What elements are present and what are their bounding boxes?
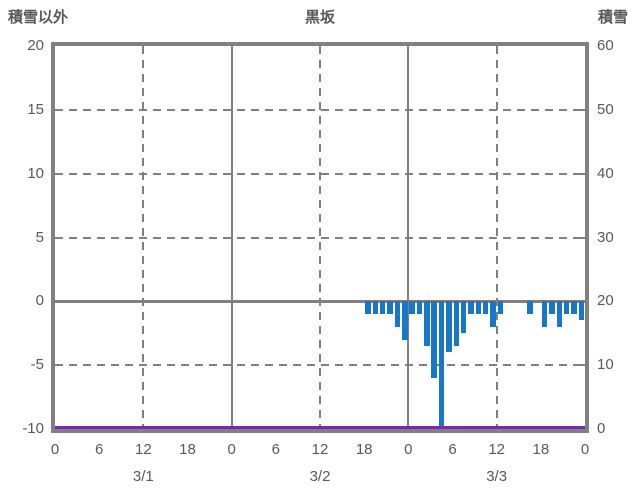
- bar: [468, 301, 474, 315]
- right-axis-label: 30: [597, 228, 614, 246]
- x-axis-hour-label: 0: [50, 441, 60, 458]
- bar: [571, 301, 577, 315]
- bar: [549, 301, 555, 315]
- plot-area: [51, 42, 589, 433]
- x-axis-hour-label: 18: [355, 441, 373, 458]
- left-axis-tick: [55, 108, 60, 111]
- bar: [563, 301, 570, 315]
- bar: [482, 301, 489, 315]
- x-axis-hour-label: 0: [404, 441, 413, 458]
- bar: [387, 301, 393, 315]
- bar: [578, 301, 585, 321]
- right-axis-label: 60: [597, 37, 614, 54]
- x-axis-hour-label: 12: [488, 441, 505, 458]
- right-axis-tick: [580, 172, 585, 175]
- right-axis-tick: [580, 236, 585, 239]
- left-axis-label: 15: [27, 100, 44, 118]
- x-axis-hour-label: 0: [227, 441, 236, 458]
- x-axis-hour-label: 12: [311, 441, 329, 458]
- bar: [438, 301, 445, 429]
- x-axis-hour-label: 18: [179, 441, 196, 458]
- bar: [556, 301, 563, 327]
- x-axis-hour-label: 0: [580, 441, 590, 458]
- left-axis-tick: [55, 236, 60, 239]
- bar: [379, 301, 386, 315]
- left-axis-label: 10: [27, 164, 44, 182]
- left-axis-label: 20: [27, 37, 44, 54]
- gridline-vertical-solid: [407, 46, 410, 429]
- x-axis-hour-label: 18: [532, 441, 550, 458]
- right-axis-label: 50: [597, 100, 614, 118]
- bar: [527, 301, 533, 315]
- x-axis-hour-label: 12: [134, 441, 152, 458]
- left-axis-label: -5: [30, 356, 44, 374]
- x-axis-day-label: 3/3: [486, 468, 508, 485]
- right-axis-tick: [580, 364, 585, 367]
- right-axis-label: 40: [597, 164, 614, 182]
- right-axis-title: 積雪: [597, 9, 628, 26]
- zero-line: [55, 300, 585, 304]
- bar: [541, 301, 548, 327]
- bar: [453, 301, 460, 346]
- left-axis-tick: [55, 172, 60, 175]
- bar: [460, 301, 467, 334]
- gridline-vertical-dashed: [495, 46, 498, 429]
- right-axis-label: 10: [597, 356, 614, 374]
- bar: [424, 301, 430, 346]
- snow-depth-line: [55, 426, 585, 429]
- x-axis-day-label: 3/2: [309, 468, 331, 485]
- bar: [394, 301, 401, 327]
- bar: [497, 301, 504, 315]
- x-axis-hour-label: 6: [271, 441, 280, 458]
- left-axis-title: 積雪以外: [8, 9, 69, 26]
- bar: [475, 301, 482, 315]
- bar: [409, 301, 415, 315]
- x-axis-hour-label: 6: [94, 441, 104, 458]
- left-axis-label: -10: [22, 420, 44, 437]
- gridline-vertical-dashed: [142, 46, 145, 429]
- chart-title: 黒坂: [304, 9, 335, 26]
- right-axis-label: 0: [597, 420, 606, 437]
- bar: [372, 301, 379, 315]
- bar: [446, 301, 452, 353]
- bar: [431, 301, 437, 378]
- left-axis-tick: [55, 300, 60, 303]
- bar: [490, 301, 496, 327]
- gridline-vertical-dashed: [319, 46, 321, 429]
- bar: [365, 301, 371, 315]
- right-axis-tick: [580, 108, 585, 111]
- x-axis-day-label: 3/1: [132, 468, 154, 485]
- bar: [401, 301, 408, 340]
- left-axis-label: 5: [35, 228, 44, 246]
- right-axis-label: 20: [597, 292, 614, 310]
- x-axis-hour-label: 6: [448, 441, 457, 458]
- gridline-vertical-solid: [230, 46, 233, 429]
- bar: [416, 301, 423, 315]
- left-axis-tick: [55, 364, 60, 367]
- left-axis-label: 0: [35, 292, 44, 310]
